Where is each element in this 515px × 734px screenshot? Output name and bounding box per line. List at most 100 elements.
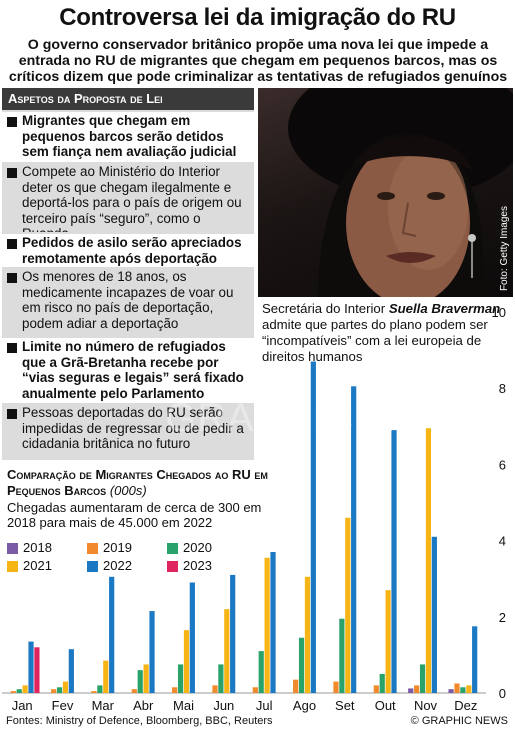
proposal-aspect-item: Compete ao Ministério do Interior deter … [2,163,254,241]
bar-2021-Out [385,590,391,693]
bar-2020-Nov [419,664,426,693]
bar-2022-Mar [109,576,115,693]
legend-swatch [87,543,98,554]
bar-2020-Ago [298,637,305,693]
bullet-square-icon [7,168,17,178]
y-tick-label: 8 [499,381,506,396]
bullet-square-icon [7,117,17,127]
bar-2023-Jan [34,647,40,693]
proposal-aspect-item: Pessoas deportadas do RU serão impedidas… [2,404,254,460]
bar-2019-Mar [91,691,97,693]
x-tick-label: Jul [256,698,273,713]
bar-2019-Nov [414,685,420,693]
bar-2019-Dez [454,683,460,693]
legend-label: 2020 [183,540,212,555]
bar-2018-Nov [408,688,414,693]
bar-2020-Dez [460,687,466,693]
bar-2019-Mai [172,687,178,693]
bar-2019-Set [333,681,339,693]
bar-2019-Jun [212,685,218,693]
bar-2022-Out [391,430,397,693]
photo-caption: Secretária do Interior Suella Braverman … [262,301,512,365]
legend-label: 2023 [183,558,212,573]
bar-2021-Set [345,517,351,693]
chart-title: Comparação de Migrantes Chegados ao RU e… [7,467,277,499]
bar-2021-Mar [103,660,109,693]
bar-2022-Mai [189,582,195,693]
bar-2021-Fev [62,681,69,693]
caption-text-pre: Secretária do Interior [262,301,389,316]
bar-2021-Abr [143,664,149,693]
chart-subtitle: Chegadas aumentaram de cerca de 300 em 2… [7,500,262,530]
subheadline: O governo conservador britânico propõe u… [8,37,508,85]
bar-2019-Fev [51,689,57,693]
legend-item: 2020 [167,540,212,556]
legend-item: 2018 [7,540,52,556]
chart-title-unit: (000s) [109,483,147,498]
bar-2020-Jul [258,651,264,693]
bar-2020-Set [339,618,345,693]
legend-swatch [7,561,18,572]
legend-swatch [87,561,98,572]
bar-2020-Mai [177,664,184,693]
graphic-news-credit: © GRAPHIC NEWS [410,715,508,727]
aspect-text: Migrantes que chegam em pequenos barcos … [22,113,237,159]
x-tick-label: Fev [52,698,74,713]
x-tick-label: Mai [173,698,194,713]
bullet-square-icon [7,273,17,283]
x-tick-label: Abr [133,698,154,713]
legend-swatch [7,543,18,554]
aspect-text: Os menores de 18 anos, os medicamente in… [22,269,234,331]
chart-title-text: Comparação de Migrantes Chegados ao RU e… [7,467,268,498]
bar-2022-Set [351,386,357,693]
bar-2020-Jun [218,664,224,693]
bullet-square-icon [7,409,17,419]
x-tick-label: Jun [213,698,234,713]
watermark-text: GRAPHIC NEWS [165,396,491,440]
bar-2021-Jan [22,685,28,693]
legend-item: 2021 [7,558,52,574]
legend-label: 2018 [23,540,52,555]
bar-2021-Nov [425,428,432,693]
aspect-text: Compete ao Ministério do Interior deter … [22,164,242,241]
y-tick-label: 10 [492,305,506,320]
x-tick-label: Out [375,698,396,713]
legend-label: 2021 [23,558,52,573]
y-tick-label: 0 [499,686,506,701]
bar-2020-Fev [56,687,63,693]
bar-2019-Out [373,685,379,693]
bar-2022-Fev [68,649,74,693]
bullet-square-icon [7,239,17,249]
x-tick-label: Mar [92,698,115,713]
proposal-aspect-item: Pedidos de asilo serão apreciados remota… [2,232,254,267]
caption-text-post: admite que partes do plano podem ser “in… [262,317,488,364]
portrait-illustration [288,88,513,297]
legend-item: 2019 [87,540,132,556]
aspect-text: Limite no número de refugiados que a Grã… [22,339,244,401]
bar-2019-Ago [293,679,299,693]
headline: Controversa lei da imigração do RU [59,4,456,31]
bar-2022-Nov [431,536,437,693]
bar-2020-Mar [97,685,103,693]
y-tick-label: 6 [499,457,506,472]
bar-2020-Jan [16,689,22,693]
aspect-text: Pessoas deportadas do RU serão impedidas… [22,405,244,451]
x-tick-label: Jan [12,698,33,713]
bar-2019-Jul [252,687,258,693]
y-tick-label: 4 [499,534,506,549]
bar-2021-Dez [466,685,472,693]
portrait-photo: Foto: Getty Images [258,88,513,297]
x-tick-label: Dez [454,698,477,713]
legend-item: 2022 [87,558,132,574]
legend-swatch [167,561,178,572]
legend-swatch [167,543,178,554]
bar-2020-Out [379,673,385,693]
bar-2021-Jun [224,609,230,693]
bar-2022-Jun [230,574,236,693]
proposal-aspect-item: Migrantes que chegam em pequenos barcos … [2,110,254,162]
aspect-text: Pedidos de asilo serão apreciados remota… [22,235,242,266]
bar-2021-Jul [264,557,270,693]
bar-2021-Ago [304,576,311,693]
bar-2022-Dez [472,626,478,693]
